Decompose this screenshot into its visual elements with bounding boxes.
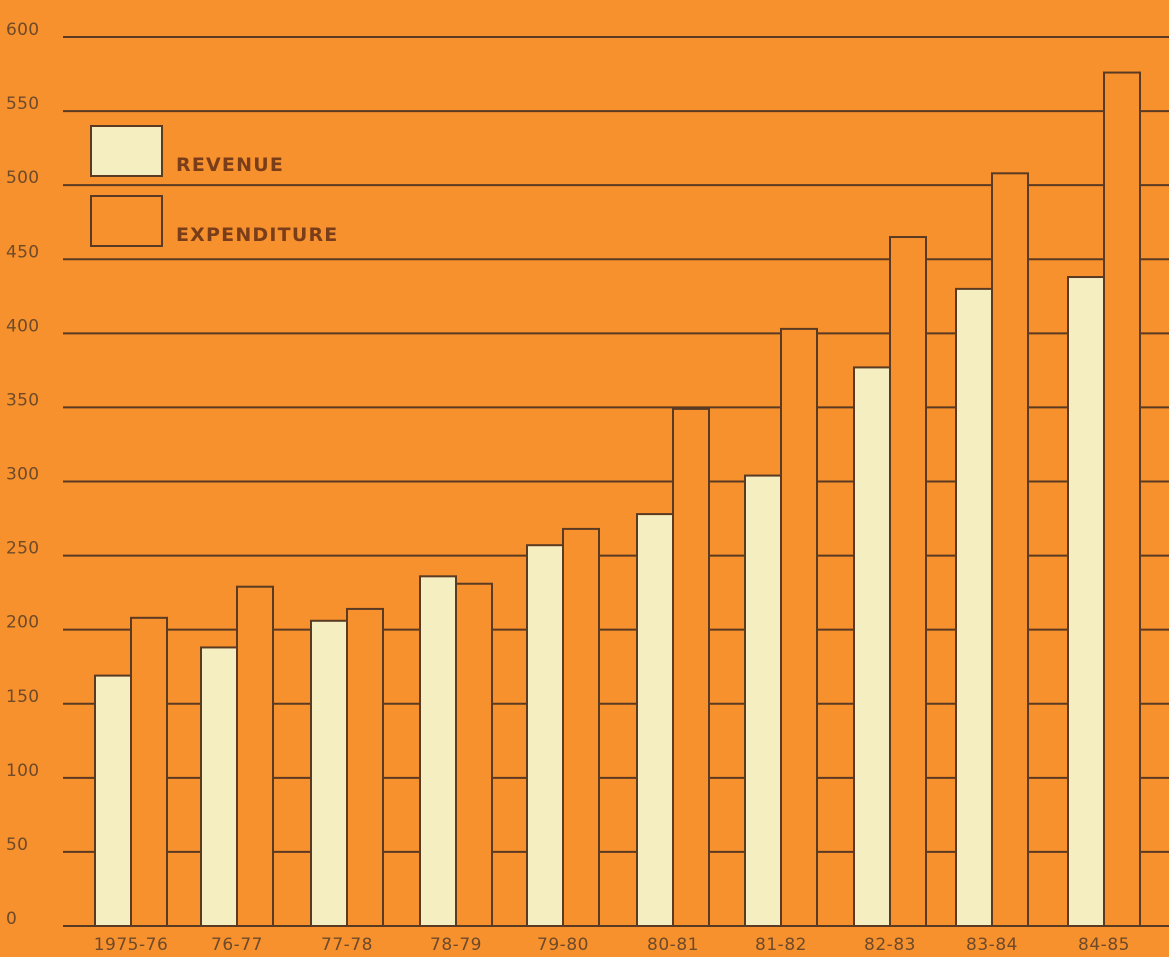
bar-revenue-76-77 xyxy=(200,646,238,927)
y-tick-label: 0 xyxy=(6,909,17,929)
x-axis-category-labels: 1975-76 76-77 77-78 78-79 79-80 80-81 81-82 82-… xyxy=(94,935,1130,955)
x-category-label: 81-82 xyxy=(755,935,807,955)
x-category-label: 82-83 xyxy=(864,935,916,955)
bar-revenue-78-79 xyxy=(419,575,457,927)
y-tick-label: 150 xyxy=(6,687,39,707)
x-category-label: 1975-76 xyxy=(94,935,169,955)
legend-swatch-expenditure xyxy=(90,195,163,247)
y-tick-label: 500 xyxy=(6,168,39,188)
bar-revenue-79-80 xyxy=(526,544,564,927)
y-tick-label: 200 xyxy=(6,613,39,633)
bar-revenue-1975-76 xyxy=(94,674,132,927)
bar-revenue-77-78 xyxy=(310,619,348,927)
bar-revenue-82-83 xyxy=(853,366,891,927)
legend-label-revenue: REVENUE xyxy=(176,154,284,176)
bar-expenditure-76-77 xyxy=(236,585,274,927)
bar-expenditure-82-83 xyxy=(889,236,927,927)
legend-swatch-revenue xyxy=(90,125,163,177)
x-category-label: 83-84 xyxy=(966,935,1018,955)
bar-revenue-84-85 xyxy=(1067,276,1105,927)
y-tick-label: 300 xyxy=(6,465,39,485)
y-tick-label: 100 xyxy=(6,761,39,781)
bar-expenditure-79-80 xyxy=(562,527,600,927)
y-tick-label: 50 xyxy=(6,835,28,855)
y-tick-label: 450 xyxy=(6,242,39,262)
bar-series xyxy=(94,71,1141,928)
bar-revenue-80-81 xyxy=(636,513,674,927)
bar-expenditure-83-84 xyxy=(991,172,1029,927)
bar-revenue-81-82 xyxy=(744,474,782,927)
y-axis-tick-labels: 0 50 100 150 200 250 300 350 400 450 500 550 600 xyxy=(6,20,39,929)
bar-expenditure-78-79 xyxy=(455,582,493,927)
bar-expenditure-84-85 xyxy=(1103,71,1141,927)
x-category-label: 84-85 xyxy=(1078,935,1130,955)
legend: REVENUE EXPENDITURE xyxy=(90,125,338,247)
x-category-label: 80-81 xyxy=(647,935,699,955)
bar-expenditure-1975-76 xyxy=(130,616,168,928)
x-category-label: 77-78 xyxy=(321,935,373,955)
bar-revenue-83-84 xyxy=(955,287,993,927)
y-tick-label: 550 xyxy=(6,94,39,114)
legend-label-expenditure: EXPENDITURE xyxy=(176,224,338,246)
x-category-label: 76-77 xyxy=(211,935,263,955)
x-category-label: 79-80 xyxy=(537,935,589,955)
y-tick-label: 250 xyxy=(6,539,39,559)
bar-expenditure-77-78 xyxy=(346,607,384,927)
x-category-label: 78-79 xyxy=(430,935,482,955)
y-tick-label: 600 xyxy=(6,20,39,40)
bar-expenditure-81-82 xyxy=(780,327,818,928)
bar-expenditure-80-81 xyxy=(672,407,710,928)
y-tick-label: 350 xyxy=(6,390,39,410)
y-tick-label: 400 xyxy=(6,316,39,336)
